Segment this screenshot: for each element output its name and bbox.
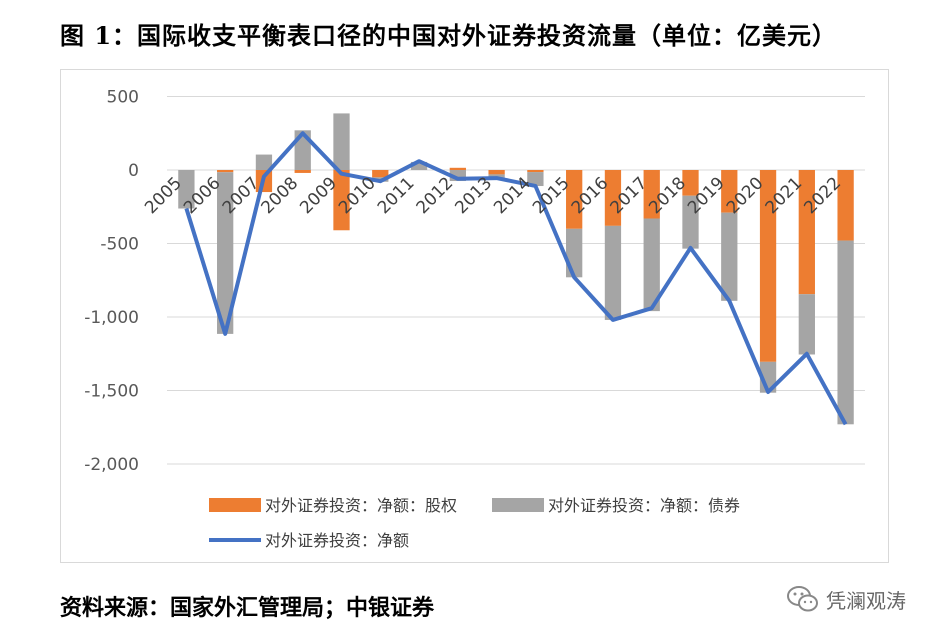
- source-note: 资料来源：国家外汇管理局；中银证券: [60, 595, 435, 621]
- bar-equity-2021: [798, 170, 815, 295]
- bar-bond-2006: [217, 172, 234, 334]
- bar-equity-2008: [294, 170, 311, 173]
- legend-swatch-equity: [209, 498, 261, 512]
- bar-equity-2020: [759, 170, 777, 362]
- bar-equity-2016: [604, 170, 622, 226]
- bar-bond-2021: [798, 294, 815, 355]
- watermark-text: 凭澜观涛: [826, 588, 906, 613]
- bar-bond-2017: [643, 218, 660, 312]
- bar-bond-2007: [255, 154, 273, 170]
- legend-swatch-bond: [492, 498, 544, 512]
- watermark: 凭澜观涛: [786, 584, 906, 614]
- legend-label-bond: 对外证券投资：净额：债券: [548, 496, 740, 515]
- bar-equity-2019: [721, 170, 738, 213]
- figure-title: 图 1：国际收支平衡表口径的中国对外证券投资流量（单位：亿美元）: [60, 21, 838, 50]
- bar-equity-2017: [643, 170, 660, 219]
- bar-equity-2013: [488, 170, 505, 175]
- y-tick-label: -1,500: [84, 382, 139, 402]
- bar-bond-2019: [721, 212, 738, 301]
- bar-bond-2012: [449, 170, 466, 182]
- bar-equity-2009: [333, 170, 350, 231]
- bar-equity-2022: [837, 170, 854, 241]
- bar-bond-2016: [604, 225, 622, 320]
- bar-bond-2015: [566, 228, 583, 278]
- y-tick-label: 500: [107, 88, 139, 108]
- y-tick-label: -1,000: [84, 308, 139, 328]
- bar-bond-2011: [410, 161, 428, 170]
- legend-label-equity: 对外证券投资：净额：股权: [265, 496, 457, 515]
- bar-equity-2015: [566, 170, 583, 229]
- y-tick-label: -500: [100, 235, 139, 255]
- bar-bond-2018: [682, 195, 699, 249]
- bar-bond-2009: [333, 113, 350, 170]
- chart-svg: 5000-500-1,000-1,500-2,00020052006200720…: [84, 88, 865, 550]
- bar-equity-2014: [527, 170, 544, 173]
- bar-bond-2022: [837, 240, 854, 425]
- wechat-icon: [787, 586, 818, 612]
- bar-bond-2014: [527, 172, 544, 187]
- net-line: [184, 131, 848, 426]
- chart-area: 500 0 -500 -1,000 -1,500 -2,000 2005 2006 2007 20…: [60, 69, 889, 563]
- bar-equity-2018: [682, 170, 699, 196]
- bar-equity-2006: [217, 170, 234, 173]
- y-tick-label: 0: [128, 161, 139, 181]
- bar-equity-2010: [372, 170, 389, 178]
- bar-bond-2005: [178, 170, 195, 209]
- legend-label-net: 对外证券投资：净额: [265, 531, 409, 550]
- y-tick-label: -2,000: [84, 455, 139, 475]
- bar-equity-2012: [449, 167, 466, 170]
